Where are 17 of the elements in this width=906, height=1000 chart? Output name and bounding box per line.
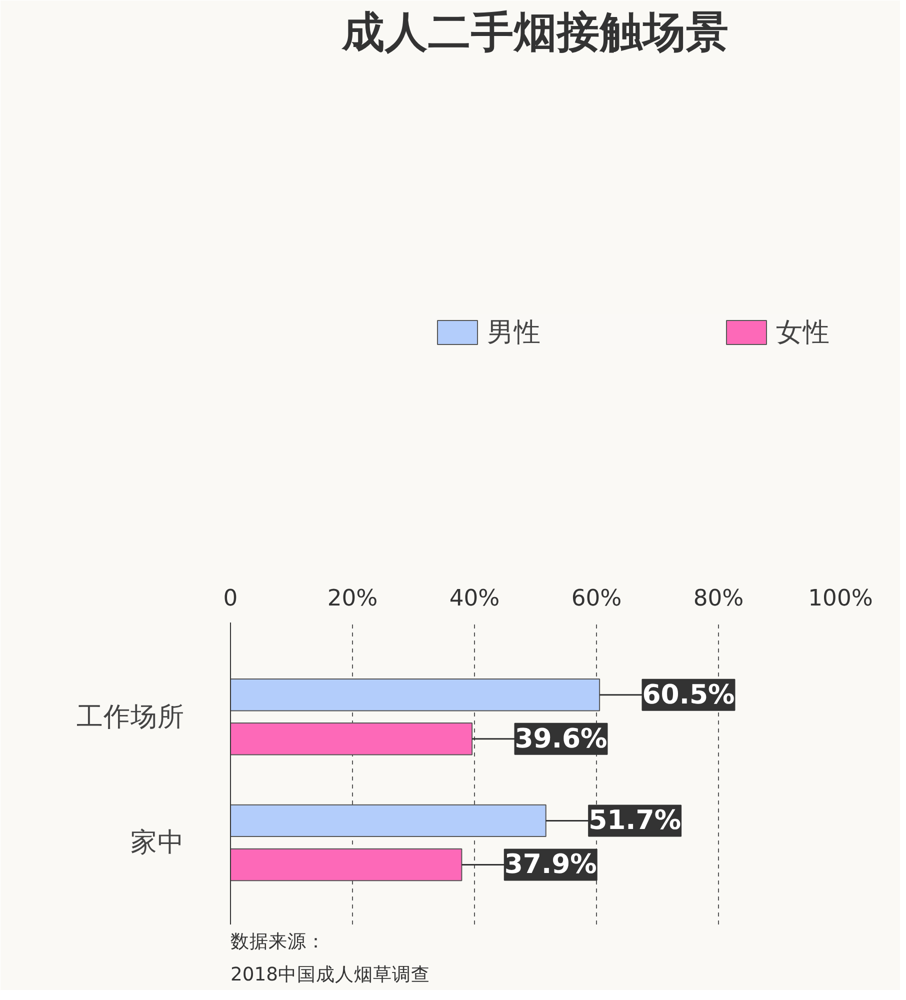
y-tick-label: 工作场所 xyxy=(76,701,184,732)
legend-label: 女性 xyxy=(776,316,830,350)
y-tick-label: 家中 xyxy=(130,827,184,858)
x-tick-label: 60% xyxy=(571,586,622,612)
legend-label: 男性 xyxy=(487,316,541,350)
x-tick-label: 80% xyxy=(693,586,744,612)
data-label: 37.9% xyxy=(504,849,597,880)
x-tick-label: 20% xyxy=(327,586,378,612)
data-label: 39.6% xyxy=(514,723,608,754)
x-tick-label: 40% xyxy=(449,586,500,612)
data-label: 60.5% xyxy=(642,679,735,710)
x-tick-label: 0 xyxy=(223,586,238,612)
chart-title: 成人二手烟接触场景 xyxy=(341,8,729,58)
source-note: 数据来源： xyxy=(230,932,326,952)
x-tick-label: 100% xyxy=(808,586,873,612)
data-label: 51.7% xyxy=(588,805,682,836)
text: 2018中国成人烟草调查 xyxy=(230,964,430,986)
